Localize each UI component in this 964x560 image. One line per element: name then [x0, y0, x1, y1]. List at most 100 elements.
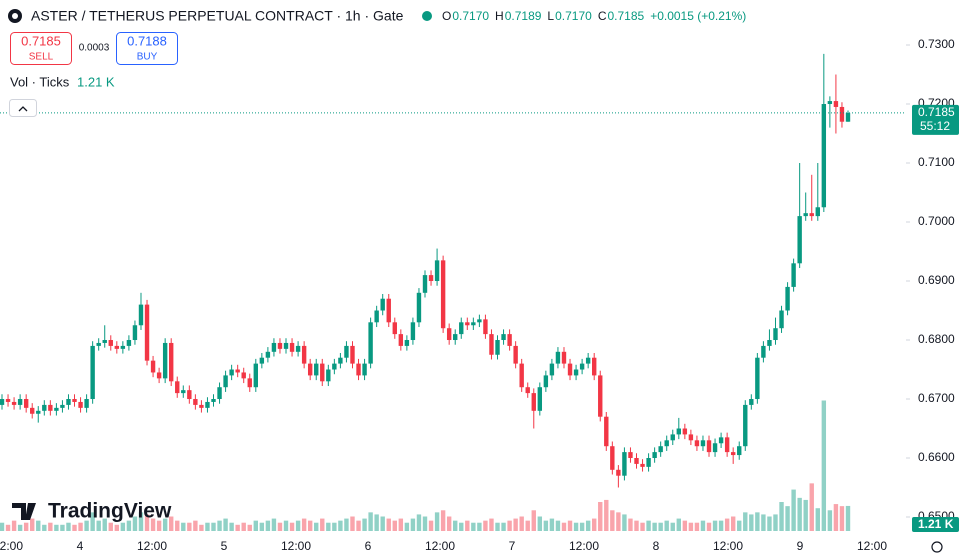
volume-bar [688, 522, 694, 531]
volume-bar [114, 524, 120, 531]
volume-bar [507, 520, 512, 531]
candle-body [5, 399, 11, 402]
candle-body [567, 363, 573, 376]
volume-bar [797, 497, 802, 531]
candle-body [676, 428, 681, 435]
candle-body [36, 410, 41, 414]
candle-body [688, 434, 694, 441]
volume-bar [229, 522, 234, 531]
price-axis [906, 0, 964, 560]
volume-bar [827, 510, 833, 531]
volume-bar [48, 522, 53, 531]
volume-bar [416, 514, 422, 531]
collapse-button[interactable] [9, 99, 37, 117]
volume-bar [839, 506, 845, 531]
volume-bar [519, 516, 524, 531]
volume-bar [495, 522, 500, 531]
candle-body [114, 345, 120, 349]
volume-bar [42, 524, 47, 531]
candle-body [815, 207, 820, 217]
volume-bar [169, 516, 174, 531]
candle-body [839, 106, 845, 122]
volume-bar [446, 516, 452, 531]
volume-bar [730, 516, 736, 531]
candle-body [453, 334, 458, 341]
sell-price: 0.7185 [21, 33, 61, 48]
volume-bar [549, 518, 555, 531]
candle-body [531, 393, 536, 411]
volume-bar [332, 522, 337, 531]
volume-bar [712, 520, 718, 531]
candle-body [573, 369, 579, 376]
volume-bar [350, 516, 355, 531]
sell-button[interactable] [10, 32, 72, 65]
candle-body [90, 345, 95, 400]
candle-body [120, 345, 126, 349]
volume-bar [755, 512, 760, 531]
candle-body [404, 340, 410, 346]
buy-label: BUY [137, 52, 158, 63]
volume-bar [289, 522, 295, 531]
candle-body [205, 401, 210, 408]
candle-body [138, 304, 144, 326]
x-tick-label: 7 [509, 539, 516, 553]
candle-body [634, 458, 639, 464]
x-tick-label: 5 [221, 539, 228, 553]
candle-body [706, 440, 712, 453]
candle-body [821, 104, 827, 208]
settings-icon[interactable] [931, 541, 943, 553]
candle-body [162, 342, 168, 379]
candle-body [60, 404, 65, 408]
candle-body [132, 325, 138, 341]
y-tick-label: 0.6900 [918, 273, 955, 287]
y-tick-label: 0.7100 [918, 155, 955, 169]
x-tick-label: 9 [797, 539, 804, 553]
candle-body [169, 342, 174, 382]
volume-bar [622, 514, 627, 531]
volume-bar [392, 520, 397, 531]
volume-bar [404, 522, 410, 531]
candle-body [295, 345, 301, 352]
volume-bar [199, 524, 204, 531]
spread: 0.0003 [79, 43, 110, 54]
candle-body [48, 404, 53, 411]
candle-body [54, 407, 59, 411]
volume-legend-label: Vol · Ticks [10, 74, 70, 89]
price-tag-countdown: 55:12 [920, 119, 950, 133]
candle-body [561, 351, 567, 364]
logo-text: TradingView [48, 500, 172, 523]
candle-body [803, 213, 808, 217]
volume-bar [344, 518, 349, 531]
x-tick-label: 12:00 [0, 539, 23, 553]
x-tick-label: 12:00 [569, 539, 599, 553]
volume-bar [66, 522, 71, 531]
volume-bar [259, 522, 265, 531]
y-tick-label: 0.7000 [918, 214, 955, 228]
volume-bar [513, 518, 518, 531]
candle-body [96, 342, 101, 346]
volume-bar [54, 524, 59, 531]
candle-body [253, 363, 258, 388]
volume-bar [555, 520, 561, 531]
buy-button[interactable] [116, 32, 178, 65]
candle-body [543, 375, 549, 388]
volume-bar [815, 508, 820, 531]
candle-body [616, 469, 621, 476]
candle-body [277, 342, 283, 349]
volume-bar [156, 520, 162, 531]
volume-bar [138, 512, 144, 531]
volume-bar [5, 524, 11, 531]
candle-body [610, 446, 615, 470]
candle-body [181, 390, 186, 394]
candle-body [314, 363, 319, 376]
volume-bar [567, 520, 573, 531]
candle-body [380, 298, 385, 311]
x-tick-label: 12:00 [281, 539, 311, 553]
candle-body [410, 322, 416, 341]
volume-bar [235, 524, 240, 531]
candle-body [640, 463, 645, 467]
ohlc-legend: O 0.7170 H 0.7189 L 0.7170 C 0.7185 +0.0015 (+0.… [442, 9, 746, 23]
volume-bar [84, 520, 89, 531]
volume-bar [718, 520, 724, 531]
buy-price: 0.7188 [127, 33, 167, 48]
